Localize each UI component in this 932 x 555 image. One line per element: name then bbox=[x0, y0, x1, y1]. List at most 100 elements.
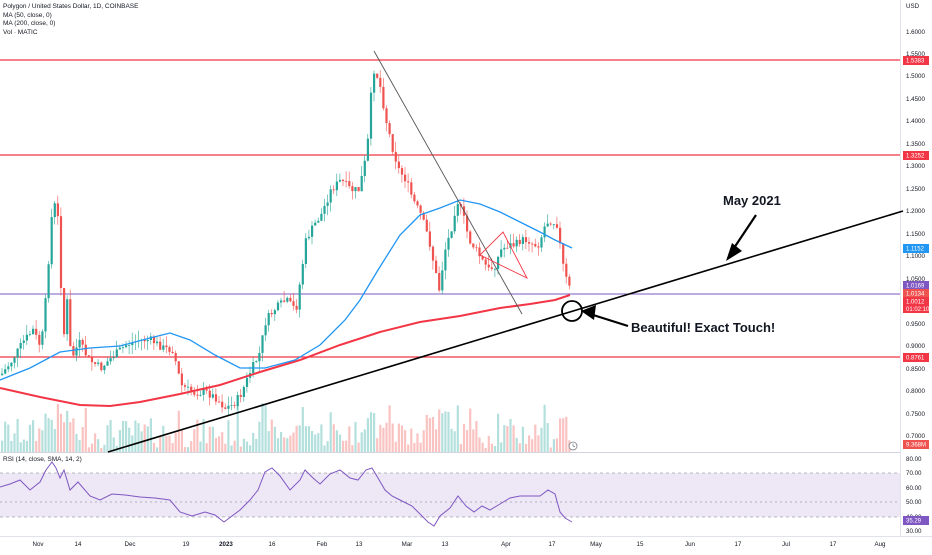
candle-body bbox=[168, 347, 171, 352]
candle-body bbox=[165, 345, 168, 348]
volume-bar bbox=[25, 441, 28, 452]
volume-bar bbox=[180, 429, 183, 452]
candle-body bbox=[562, 243, 565, 264]
clock-icon[interactable] bbox=[568, 441, 578, 451]
candle-body bbox=[438, 272, 441, 291]
tag-price-a bbox=[903, 297, 929, 313]
candle-body bbox=[360, 176, 363, 192]
candle-body bbox=[81, 339, 84, 345]
volume-bar bbox=[87, 447, 90, 452]
candle-body bbox=[475, 247, 478, 249]
candle-body bbox=[276, 302, 280, 311]
volume-bar bbox=[438, 409, 441, 452]
volume-bar bbox=[515, 437, 518, 452]
symbol-title[interactable]: Polygon / United States Dollar, 1D, COIN… bbox=[3, 3, 139, 10]
candle-body bbox=[332, 189, 335, 191]
candle-body bbox=[28, 334, 32, 335]
rsi-legend[interactable]: RSI (14, close, SMA, 14, 2) bbox=[3, 456, 82, 463]
candle-body bbox=[531, 243, 534, 245]
candle-body bbox=[450, 231, 453, 238]
candle-body bbox=[131, 342, 134, 346]
rsi-indicator bbox=[0, 461, 573, 527]
ma200-legend[interactable]: MA (200, close, 0) bbox=[3, 20, 56, 28]
volume-bar bbox=[301, 407, 304, 452]
volume-bar bbox=[540, 427, 543, 452]
volume-legend[interactable]: Vol · MATIC bbox=[3, 28, 38, 36]
candle-body bbox=[419, 205, 422, 213]
volume-bar bbox=[357, 442, 360, 452]
candle-body bbox=[342, 179, 345, 182]
chart-legend[interactable]: Polygon / United States Dollar, 1D, COIN… bbox=[3, 3, 138, 37]
candle-body bbox=[174, 353, 177, 362]
volume-bar bbox=[376, 438, 379, 452]
volume-bar bbox=[462, 423, 466, 452]
candle-body bbox=[56, 203, 59, 217]
candle-body bbox=[307, 236, 311, 239]
volume-bar bbox=[559, 418, 562, 452]
volume-bar bbox=[531, 439, 534, 452]
time-tick-label: 13 bbox=[356, 541, 363, 548]
candle-body bbox=[503, 247, 506, 250]
candle-body bbox=[128, 345, 131, 346]
volume-bar bbox=[484, 447, 487, 452]
candle-body bbox=[537, 246, 540, 248]
drawings[interactable]: May 2021 Beautiful! Exact Touch! bbox=[107, 50, 904, 453]
candle-body bbox=[335, 181, 338, 191]
price-tick-label: 0.7000 bbox=[906, 433, 925, 440]
candle-body bbox=[112, 357, 115, 359]
candle-body bbox=[115, 349, 118, 358]
volume-bar bbox=[292, 432, 295, 452]
rsi-tick-label: 30.00 bbox=[906, 528, 922, 535]
volume-bar bbox=[106, 425, 109, 452]
candle-body bbox=[528, 242, 531, 244]
time-axis[interactable]: Nov 14 Dec 19 2023 16 Feb 13 Mar 13 Apr 17 May 15 Jun 1… bbox=[32, 541, 886, 548]
candle-body bbox=[236, 395, 239, 407]
volume-bar bbox=[94, 433, 97, 452]
volume-bar bbox=[422, 430, 425, 452]
volume-bar bbox=[528, 435, 531, 452]
time-tick-label: 14 bbox=[75, 541, 82, 548]
candle-body bbox=[568, 276, 571, 286]
candle-body bbox=[404, 174, 407, 182]
volume-bar bbox=[478, 437, 481, 452]
tag-purple-text: 1.0169 bbox=[906, 284, 925, 290]
price-tick-label: 0.7500 bbox=[906, 411, 925, 418]
candle-body bbox=[524, 237, 528, 243]
candle-body bbox=[106, 361, 109, 366]
candle-body bbox=[205, 389, 208, 391]
volume-bar bbox=[202, 419, 205, 452]
candle-body bbox=[311, 225, 314, 237]
candle-body bbox=[453, 215, 456, 232]
candle-body bbox=[469, 231, 472, 244]
tag-purple bbox=[903, 281, 929, 290]
ma50-legend[interactable]: MA (50, close, 0) bbox=[3, 11, 52, 19]
candle-body bbox=[214, 394, 218, 402]
volume-bar bbox=[435, 429, 438, 452]
volume-bar bbox=[388, 405, 391, 452]
volume-bar bbox=[295, 425, 298, 452]
price-axis[interactable]: 1.6000 1.5500 1.5000 1.4500 1.4000 1.3500 1.30… bbox=[906, 29, 925, 440]
time-tick-label: Aug bbox=[874, 541, 886, 548]
candle-body bbox=[354, 187, 357, 192]
volume-bar bbox=[137, 423, 140, 452]
candle-body bbox=[16, 348, 19, 358]
volume-bar bbox=[487, 435, 490, 452]
volume-bar bbox=[354, 421, 357, 452]
candle-body bbox=[320, 213, 323, 221]
candle-body bbox=[543, 226, 546, 238]
candle-body bbox=[500, 249, 503, 257]
tag-support-low bbox=[903, 353, 929, 362]
candle-body bbox=[94, 362, 97, 364]
volume-bar bbox=[273, 426, 276, 452]
tag-ma50-text: 1.1152 bbox=[906, 247, 925, 253]
candle-body bbox=[407, 181, 410, 183]
candle-body bbox=[512, 243, 515, 247]
candle-body bbox=[193, 392, 196, 395]
candle-body bbox=[75, 347, 78, 356]
volume-bars bbox=[1, 403, 571, 452]
candle-body bbox=[391, 134, 394, 152]
candle-body bbox=[273, 310, 276, 315]
tag-resistance-mid bbox=[903, 151, 929, 160]
